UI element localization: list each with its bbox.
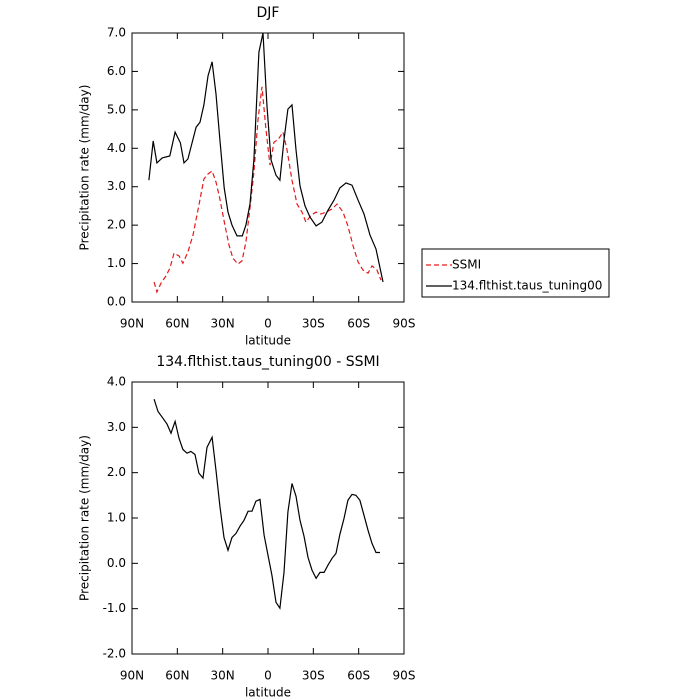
x-tick-label: 30N [211,669,235,683]
y-tick-label: 4.0 [107,375,126,389]
y-tick-label: 1.0 [107,256,126,270]
x-tick-label: 30N [211,317,235,331]
chart-title: DJF [257,5,280,21]
x-tick-label: 90N [120,669,144,683]
x-tick-label: 90N [120,317,144,331]
y-tick-label: 7.0 [107,26,126,40]
x-tick-label: 0 [264,669,272,683]
x-tick-label: 0 [264,317,272,331]
x-tick-label: 60S [347,669,370,683]
x-tick-label: 60N [165,669,189,683]
legend-label: 134.flthist.taus_tuning00 [452,279,602,293]
legend-label: SSMI [452,258,481,272]
y-tick-label: 0.0 [107,556,126,570]
y-tick-label: -1.0 [103,601,126,615]
chart-title: 134.flthist.taus_tuning00 - SSMI [156,354,379,370]
plot-frame [131,381,405,655]
plot-frame [131,32,405,303]
y-axis-label: Precipitation rate (mm/day) [78,435,92,601]
data-line [153,399,380,610]
x-tick-label: 60N [165,317,189,331]
y-tick-label: -2.0 [103,647,126,661]
y-tick-label: 0.0 [107,295,126,309]
y-tick-label: 1.0 [107,511,126,525]
data-line [148,32,384,283]
x-axis-label: latitude [245,334,291,348]
x-tick-label: 60S [347,317,370,331]
legend-box [421,248,610,298]
x-tick-label: 30S [302,669,325,683]
y-tick-label: 2.0 [107,218,126,232]
y-tick-label: 2.0 [107,465,126,479]
y-tick-label: 3.0 [107,420,126,434]
x-tick-label: 30S [302,317,325,331]
y-tick-label: 3.0 [107,179,126,193]
y-axis-label: Precipitation rate (mm/day) [78,85,92,251]
y-tick-label: 5.0 [107,102,126,116]
x-tick-label: 90S [393,669,416,683]
x-tick-label: 90S [393,317,416,331]
y-tick-label: 6.0 [107,64,126,78]
x-axis-label: latitude [245,686,291,700]
y-tick-label: 4.0 [107,141,126,155]
data-line [153,86,382,294]
